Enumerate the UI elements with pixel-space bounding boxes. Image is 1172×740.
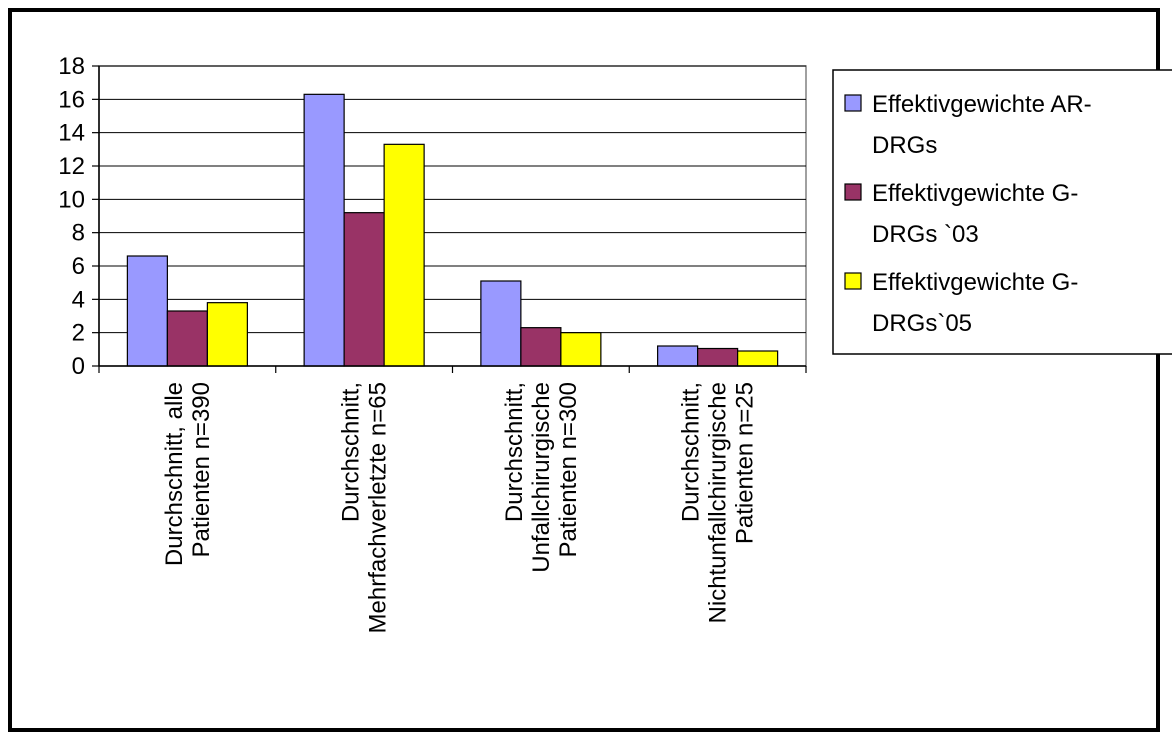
bar-series-3-cat-4 (737, 350, 779, 367)
category-label-2: Durchschnitt, Mehrfachverletzte n=65 (338, 382, 392, 633)
bar-series-1-cat-2 (303, 93, 345, 367)
category-label-line: Durchschnitt, (338, 382, 365, 522)
legend-label-2: DRGs `03 (872, 221, 979, 248)
bar-series-1-cat-3 (480, 280, 522, 367)
y-tick-labels: 0 2 4 6 8 10 12 14 16 18 (58, 53, 85, 380)
category-labels: Durchschnitt, alle Patienten n=390 Durchsc… (161, 382, 759, 633)
y-tick-label: 6 (72, 253, 85, 280)
bar-series-2-cat-4 (697, 347, 739, 367)
category-label-line: Nichtunfallchirurgische (705, 382, 732, 623)
bar-series-2-cat-3 (520, 327, 562, 367)
legend-swatch-3 (844, 272, 862, 290)
legend-swatch-1 (844, 94, 862, 112)
y-tick-label: 12 (58, 153, 85, 180)
y-tick-label: 18 (58, 53, 85, 80)
axes (92, 65, 807, 373)
y-tick-label: 2 (72, 320, 85, 347)
legend-label-2: Effektivgewichte G- (872, 180, 1078, 207)
legend-box (832, 69, 1172, 355)
legend-label-3: Effektivgewichte G- (872, 269, 1078, 296)
category-label-line: Durchschnitt, (501, 382, 528, 522)
category-label-line: Patienten n=25 (732, 382, 759, 544)
legend-label-1: DRGs (872, 132, 937, 159)
legend-swatch-2 (844, 183, 862, 201)
category-label-line: Mehrfachverletzte n=65 (365, 382, 392, 633)
y-tick-label: 8 (72, 220, 85, 247)
legend-label-1: Effektivgewichte AR- (872, 91, 1092, 118)
category-label-line: Unfallchirurgische (528, 382, 555, 573)
bar-series-3-cat-2 (383, 143, 425, 367)
y-tick-label: 14 (58, 120, 85, 147)
bar-series-1-cat-4 (657, 345, 699, 367)
legend-label-3: DRGs`05 (872, 310, 972, 337)
bar-series-3-cat-1 (206, 302, 248, 367)
category-label-1: Durchschnitt, alle Patienten n=390 (161, 382, 215, 566)
bar-series-2-cat-1 (166, 310, 208, 367)
category-label-line: Patienten n=300 (555, 382, 582, 558)
y-tick-label: 16 (58, 86, 85, 113)
y-tick-label: 4 (72, 286, 85, 313)
y-tick-label: 10 (58, 186, 85, 213)
y-tick-label: 0 (72, 353, 85, 380)
category-label-4: Durchschnitt, Nichtunfallchirurgische Pati… (678, 382, 759, 623)
category-label-line: Durchschnitt, alle (161, 382, 188, 566)
bar-series-2-cat-2 (343, 212, 385, 367)
bar-series-3-cat-3 (560, 332, 602, 367)
category-label-3: Durchschnitt, Unfallchirurgische Patienten… (501, 382, 582, 573)
bar-series-1-cat-1 (126, 255, 168, 367)
legend: Effektivgewichte AR- DRGs Effektivgewichte… (832, 69, 1172, 355)
category-label-line: Durchschnitt, (678, 382, 705, 522)
category-label-line: Patienten n=390 (188, 382, 215, 558)
bars (126, 93, 779, 367)
